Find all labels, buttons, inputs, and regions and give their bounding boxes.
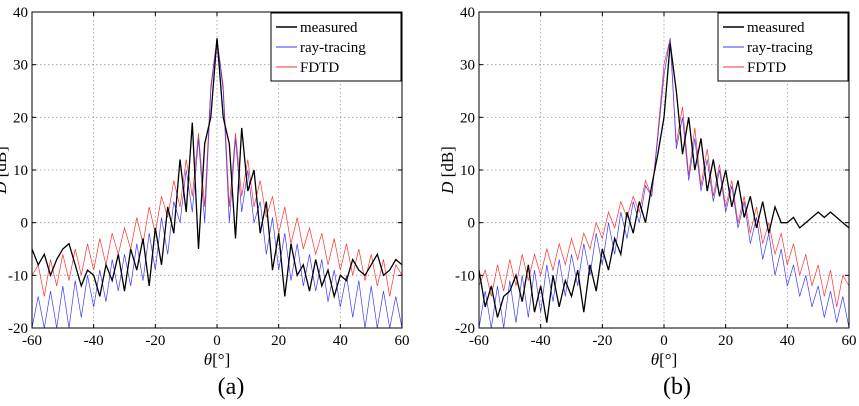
- y-axis-unit: [dB]: [438, 146, 457, 177]
- panel-a: -60 -40 -20 0 20 40 60 -20 -10 0 10 20 30 40 θ[°] D [dB…: [0, 5, 410, 400]
- x-axis-symbol: θ: [651, 350, 659, 369]
- y-tick-label: -10: [455, 268, 475, 284]
- y-tick-label: 0: [21, 216, 29, 232]
- y-tick-label: 10: [13, 163, 28, 179]
- legend-label-ray-tracing: ray-tracing: [300, 40, 366, 56]
- series-line-ray-tracing: [479, 38, 849, 328]
- legend-label-ray-tracing: ray-tracing: [747, 40, 813, 56]
- x-tick-label: 0: [660, 333, 668, 349]
- x-tick-label: 40: [780, 333, 795, 349]
- x-tick-label: 20: [271, 333, 286, 349]
- y-tick-label: 40: [13, 5, 28, 21]
- x-tick-label: -40: [531, 333, 551, 349]
- panel-b: -60 -40 -20 0 20 40 60 -20 -10 0 10 20 30 40 θ[°] D [dB…: [438, 5, 857, 400]
- series-line-measured: [32, 38, 402, 299]
- x-tick-label: -20: [592, 333, 612, 349]
- y-tick-label: 10: [460, 163, 475, 179]
- legend-label-measured: measured: [747, 20, 805, 36]
- series-line-FDTD: [479, 38, 849, 307]
- x-tick-label: -20: [145, 333, 165, 349]
- y-tick-label: 40: [460, 5, 475, 21]
- x-tick-label: 60: [395, 333, 410, 349]
- y-tick-label: 20: [460, 110, 475, 126]
- panel-caption: (b): [663, 374, 691, 400]
- x-axis-label: θ[°]: [651, 350, 677, 369]
- x-tick-label: 20: [718, 333, 733, 349]
- legend-label-FDTD: FDTD: [747, 60, 786, 76]
- y-axis-symbol: D: [438, 177, 457, 195]
- x-axis-unit: [°]: [212, 350, 230, 369]
- panel-caption: (a): [218, 374, 245, 400]
- y-axis-unit: [dB]: [0, 146, 10, 177]
- legend-label-measured: measured: [300, 20, 358, 36]
- x-tick-label: 0: [213, 333, 221, 349]
- series-line-measured: [479, 43, 849, 323]
- y-tick-label: -20: [455, 321, 475, 337]
- y-tick-label: 0: [468, 216, 476, 232]
- y-tick-label: 30: [460, 58, 475, 74]
- x-tick-label: 60: [842, 333, 857, 349]
- y-axis-symbol: D: [0, 177, 10, 195]
- x-tick-label: -60: [469, 333, 489, 349]
- x-axis-unit: [°]: [659, 350, 677, 369]
- y-tick-label: -20: [8, 321, 28, 337]
- y-tick-label: -10: [8, 268, 28, 284]
- y-tick-label: 20: [13, 110, 28, 126]
- x-axis-label: θ[°]: [204, 350, 230, 369]
- x-axis-symbol: θ: [204, 350, 212, 369]
- x-tick-label: -40: [84, 333, 104, 349]
- legend-label-FDTD: FDTD: [300, 60, 339, 76]
- y-axis-label: D [dB]: [0, 146, 10, 195]
- x-tick-label: 40: [333, 333, 348, 349]
- y-axis-label: D [dB]: [438, 146, 457, 195]
- y-tick-label: 30: [13, 58, 28, 74]
- x-tick-label: -60: [22, 333, 42, 349]
